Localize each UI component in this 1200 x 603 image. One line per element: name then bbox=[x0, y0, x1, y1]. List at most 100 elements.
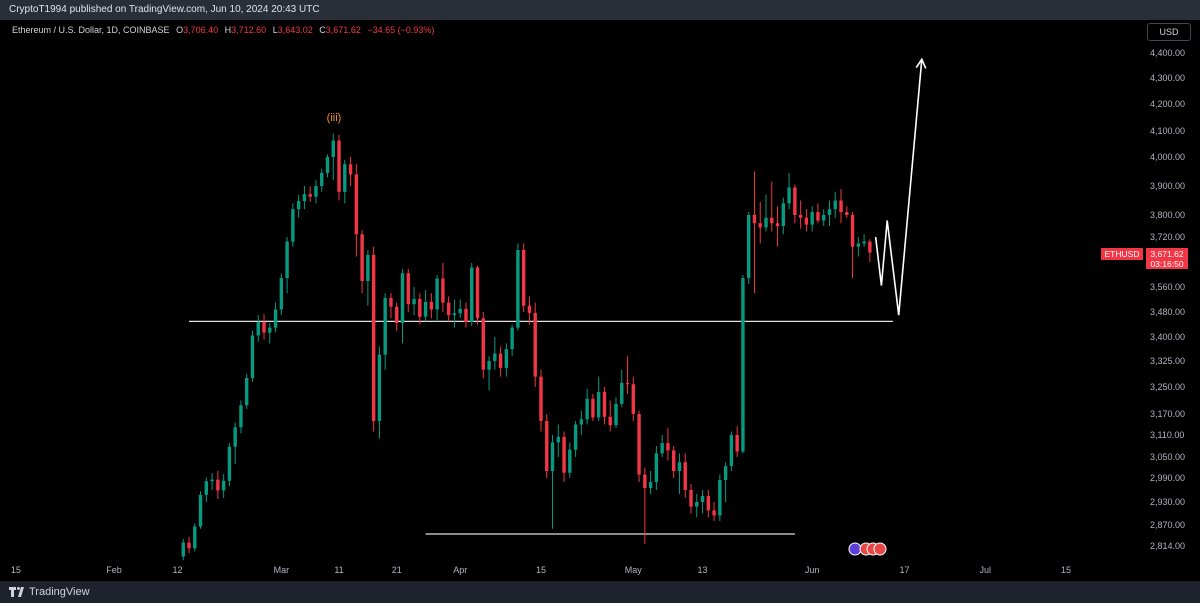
candle-body-down bbox=[666, 443, 670, 451]
candle-body-down bbox=[464, 308, 468, 322]
candle-body-down bbox=[562, 436, 566, 473]
price-tick-label: 3,560.00 bbox=[1150, 282, 1185, 292]
time-tick-label: 15 bbox=[11, 565, 21, 575]
candle-body-up bbox=[550, 442, 555, 471]
candle-body-down bbox=[868, 241, 872, 253]
time-tick-label: 13 bbox=[698, 565, 708, 575]
candle-body-down bbox=[770, 217, 774, 224]
candle-body-down bbox=[371, 254, 376, 421]
candle-body-up bbox=[320, 172, 324, 186]
publish-header: CryptoT1994 published on TradingView.com… bbox=[0, 0, 1200, 20]
projection-arrowhead[interactable] bbox=[915, 57, 927, 69]
candle-body-down bbox=[752, 215, 757, 224]
candle-body-up bbox=[862, 241, 866, 244]
price-tick-label: 3,480.00 bbox=[1150, 307, 1185, 317]
candle-body-down bbox=[804, 217, 809, 225]
candle-body-up bbox=[856, 243, 861, 247]
event-icons[interactable] bbox=[848, 542, 887, 556]
candle-body-up bbox=[781, 203, 786, 226]
candle-body-up bbox=[250, 335, 255, 378]
candle-body-up bbox=[233, 427, 237, 447]
candle-body-down bbox=[521, 250, 526, 306]
legend-o-value: 3,706.40 bbox=[183, 25, 218, 35]
price-tick-label: 2,990.00 bbox=[1150, 473, 1185, 483]
chart-area[interactable]: 4,400.00 4,300.00 4,200.00 4,100.00 4,000.00… bbox=[0, 20, 1200, 581]
candle-body-up bbox=[325, 157, 330, 173]
crypto-event-icon[interactable] bbox=[848, 542, 862, 556]
candle-body-down bbox=[712, 510, 716, 516]
ticker-badge: ETHUSD 3,671.62 03:16:50 bbox=[1101, 248, 1188, 269]
candle-body-up bbox=[741, 278, 745, 452]
candle-body-down bbox=[354, 174, 359, 235]
candle-body-up bbox=[504, 349, 509, 368]
candle-body-up bbox=[614, 403, 618, 426]
price-tick-label: 3,170.00 bbox=[1150, 409, 1185, 419]
candle-body-up bbox=[729, 435, 734, 467]
candle-body-down bbox=[429, 302, 434, 310]
horizontal-lines[interactable] bbox=[189, 320, 893, 535]
price-tick-label: 3,250.00 bbox=[1150, 382, 1185, 392]
candle-body-up bbox=[181, 542, 185, 557]
candle-body-up bbox=[204, 481, 209, 495]
last-price: 3,671.62 bbox=[1150, 249, 1183, 259]
time-tick-label: Jul bbox=[980, 565, 992, 575]
candle-body-down bbox=[683, 462, 687, 490]
candle-body-down bbox=[689, 490, 693, 507]
candle-body-up bbox=[718, 480, 722, 516]
candle-body-down bbox=[798, 215, 803, 218]
price-tick-label: 4,200.00 bbox=[1150, 99, 1185, 109]
candle-body-up bbox=[343, 164, 347, 192]
candle-body-up bbox=[331, 140, 335, 157]
candle-body-down bbox=[545, 421, 549, 471]
candle-body-up bbox=[245, 377, 249, 406]
price-tick-label: 3,110.00 bbox=[1150, 430, 1184, 440]
candle-body-up bbox=[291, 209, 295, 242]
candle-body-up bbox=[279, 278, 284, 310]
candle-body-up bbox=[470, 267, 474, 322]
candle-body-up bbox=[764, 217, 768, 228]
price-axis[interactable]: 4,400.00 4,300.00 4,200.00 4,100.00 4,000.00… bbox=[1150, 48, 1185, 551]
candle-body-up bbox=[366, 254, 370, 281]
candle-body-down bbox=[539, 376, 543, 421]
candle-body-down bbox=[775, 223, 780, 226]
candle-body-up bbox=[400, 273, 405, 323]
candle-body-down bbox=[706, 496, 711, 511]
projection-path[interactable] bbox=[874, 59, 923, 316]
legend-c-label: C bbox=[319, 25, 326, 35]
candle-body-down bbox=[418, 298, 422, 317]
price-chart-svg[interactable]: 4,400.00 4,300.00 4,200.00 4,100.00 4,000.00… bbox=[0, 20, 1200, 581]
time-tick-label: 15 bbox=[536, 565, 546, 575]
candle-body-down bbox=[631, 384, 635, 414]
legend-symbol: Ethereum / U.S. Dollar, 1D, COINBASE bbox=[12, 25, 170, 35]
price-tick-label: 2,870.00 bbox=[1150, 520, 1185, 530]
candle-body-down bbox=[446, 302, 451, 316]
us-flag-icon-3[interactable] bbox=[873, 542, 887, 556]
time-tick-label: 21 bbox=[392, 565, 402, 575]
time-tick-label: Mar bbox=[274, 565, 290, 575]
candle-body-up bbox=[239, 405, 243, 428]
time-tick-label: 11 bbox=[334, 565, 343, 575]
candle-body-down bbox=[187, 542, 191, 549]
projection[interactable] bbox=[874, 57, 927, 316]
candle-body-down bbox=[262, 322, 266, 333]
candle-body-up bbox=[198, 494, 203, 527]
candle-body-down bbox=[850, 215, 855, 247]
candle-body-down bbox=[643, 474, 647, 488]
time-tick-label: May bbox=[625, 565, 643, 575]
ticker-name-bg bbox=[1101, 248, 1143, 260]
candle-body-down bbox=[475, 267, 480, 319]
candles bbox=[181, 133, 872, 561]
candle-body-up bbox=[620, 382, 624, 404]
candle-body-down bbox=[602, 392, 607, 417]
candle-body-up bbox=[435, 278, 439, 310]
currency-button[interactable]: USD bbox=[1147, 23, 1191, 41]
candle-body-down bbox=[395, 306, 399, 323]
price-tick-label: 3,800.00 bbox=[1150, 210, 1185, 220]
candle-body-up bbox=[833, 200, 837, 210]
candle-body-up bbox=[677, 462, 682, 471]
candle-body-up bbox=[822, 215, 826, 221]
candle-body-up bbox=[296, 201, 301, 210]
candle-body-down bbox=[793, 187, 797, 215]
time-axis[interactable]: 15 Feb 12 Mar 11 21 Apr 15 May 13 Jun 17 Jul 15 bbox=[11, 565, 1071, 575]
wave-label[interactable]: (iii) bbox=[327, 112, 342, 124]
